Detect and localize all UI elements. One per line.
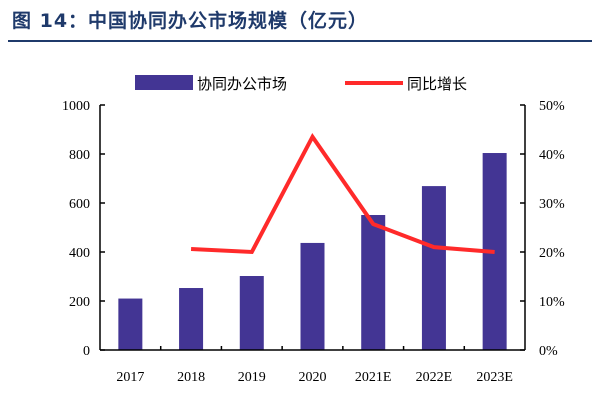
- bar-2017: [118, 298, 143, 350]
- title-divider: [8, 40, 592, 42]
- x-tick-label: 2022E: [416, 370, 453, 385]
- left-tick-label: 600: [69, 197, 90, 212]
- left-tick-label: 0: [83, 344, 90, 359]
- right-tick-label: 50%: [539, 99, 565, 114]
- bar-2020: [300, 242, 325, 350]
- right-tick-label: 40%: [539, 148, 565, 163]
- right-tick-label: 30%: [539, 197, 565, 212]
- right-tick-label: 0%: [539, 344, 558, 359]
- x-tick-label: 2020: [299, 370, 327, 385]
- left-tick-label: 200: [69, 295, 90, 310]
- legend-bar-label: 协同办公市场: [197, 75, 287, 93]
- bar-2021E: [361, 215, 386, 350]
- x-tick-label: 2021E: [355, 370, 392, 385]
- bar-2019: [239, 276, 264, 350]
- legend-bar-swatch: [135, 75, 193, 90]
- x-tick-label: 2017: [116, 370, 144, 385]
- x-tick-label: 2018: [177, 370, 205, 385]
- right-tick-label: 20%: [539, 246, 565, 261]
- left-tick-label: 400: [69, 246, 90, 261]
- bar-2018: [179, 288, 204, 350]
- left-tick-label: 800: [69, 148, 90, 163]
- legend-line-label: 同比增长: [407, 75, 467, 93]
- x-tick-label: 2023E: [476, 370, 513, 385]
- left-tick-label: 1000: [62, 99, 90, 114]
- right-tick-label: 10%: [539, 295, 565, 310]
- x-tick-label: 2019: [238, 370, 266, 385]
- bar-2022E: [421, 186, 446, 350]
- chart-title: 图 14：中国协同办公市场规模（亿元）: [12, 10, 369, 32]
- growth-line: [190, 133, 495, 255]
